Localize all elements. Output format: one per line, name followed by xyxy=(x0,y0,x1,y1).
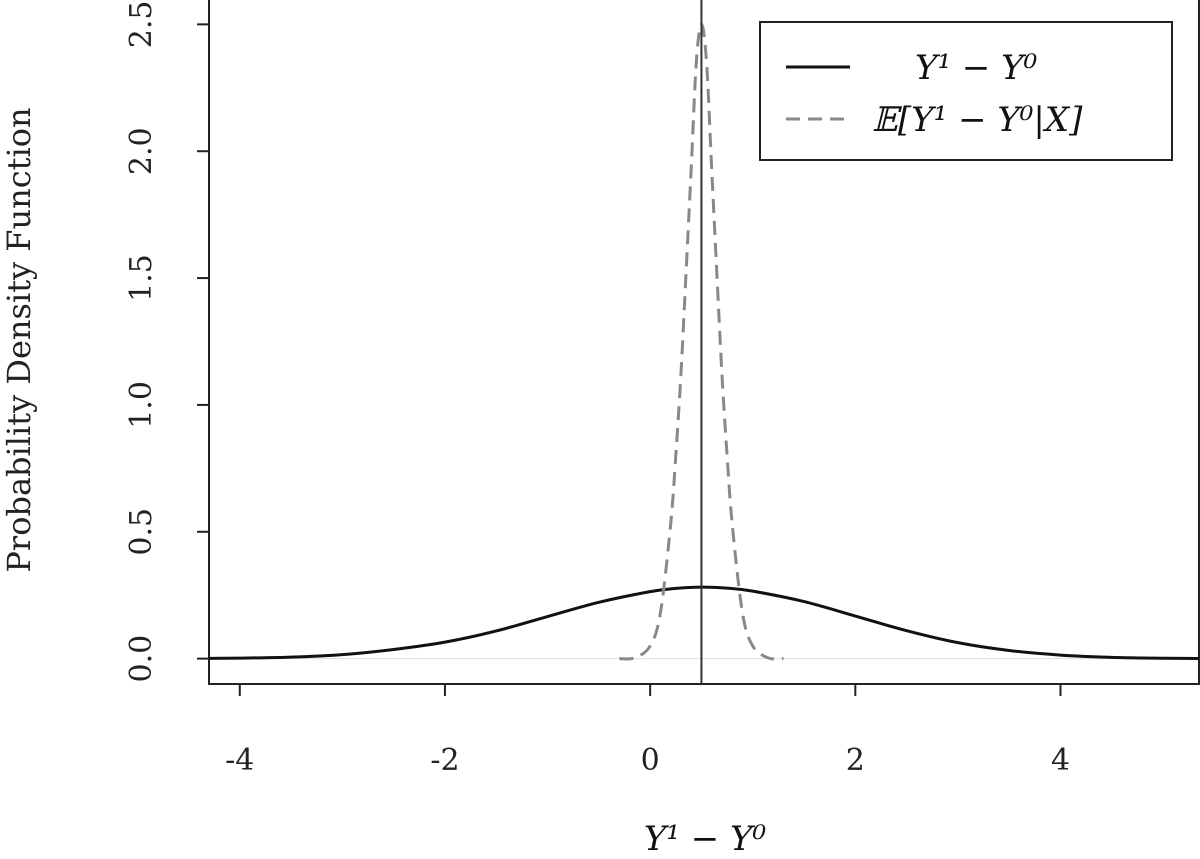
legend: Y¹ − Y⁰ 𝔼[Y¹ − Y⁰|X] xyxy=(759,21,1173,161)
axis-layer: -4 -2 0 2 4 0.0 0.5 1.0 1.5 2.0 2.5 xyxy=(124,1,1199,778)
x-tick-label: 4 xyxy=(1051,743,1070,778)
series-line-treatment-effect xyxy=(208,585,1200,660)
legend-label-dashed: 𝔼[Y¹ − Y⁰|X] xyxy=(872,100,1083,140)
plot-frame xyxy=(208,0,1200,685)
legend-label-solid: Y¹ − Y⁰ xyxy=(915,48,1038,88)
y-tick-label: 0.0 xyxy=(124,635,159,683)
x-axis-title: Y¹ − Y⁰ xyxy=(644,819,767,859)
y-tick-label: 1.5 xyxy=(124,254,159,302)
y-tick-label: 1.0 xyxy=(124,381,159,429)
series-layer xyxy=(208,0,1200,684)
y-tick-label: 2.5 xyxy=(124,1,159,49)
x-tick-label: -4 xyxy=(225,743,254,778)
x-tick-label: 0 xyxy=(641,743,660,778)
legend-box xyxy=(759,21,1173,161)
y-tick-label: 2.0 xyxy=(124,127,159,175)
y-axis-title: Probability Density Function xyxy=(0,107,38,572)
y-tick-label: 0.5 xyxy=(124,508,159,556)
x-tick-label: 2 xyxy=(846,743,865,778)
x-tick-label: -2 xyxy=(430,743,459,778)
